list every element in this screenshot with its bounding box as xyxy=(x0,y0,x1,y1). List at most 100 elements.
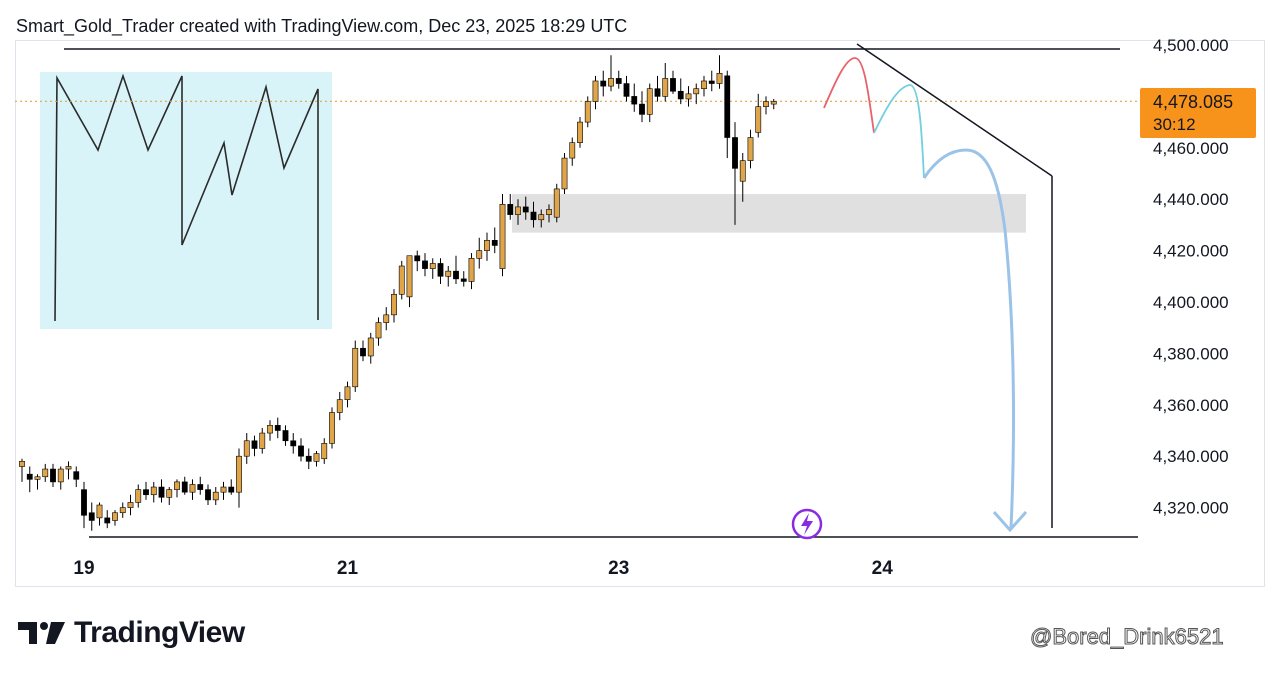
candle-body xyxy=(491,240,498,246)
candle xyxy=(639,91,645,123)
candle xyxy=(88,502,95,531)
candle xyxy=(166,487,173,506)
candle xyxy=(290,433,297,454)
candle-body xyxy=(220,486,227,493)
y-tick-label: 4,380.000 xyxy=(1153,344,1229,363)
candle-body xyxy=(205,489,211,501)
candle xyxy=(484,232,490,261)
candle xyxy=(708,70,715,92)
candle-body xyxy=(181,481,188,493)
candle-body xyxy=(135,489,142,503)
candle xyxy=(724,70,731,159)
candle-body xyxy=(228,486,235,493)
candle xyxy=(259,427,266,454)
candle-body xyxy=(429,263,436,269)
candle-body xyxy=(677,90,684,100)
candle-body xyxy=(670,78,676,92)
chart-header: Smart_Gold_Trader created with TradingVi… xyxy=(16,16,628,36)
candle-body xyxy=(453,270,459,280)
candle-body xyxy=(468,258,475,282)
candle xyxy=(236,448,242,508)
candle-body xyxy=(701,80,707,89)
candle xyxy=(174,479,180,498)
candle xyxy=(453,255,459,285)
candle-body xyxy=(127,502,134,508)
projection-red-path xyxy=(823,57,875,134)
candle-body xyxy=(445,270,452,277)
candle-body xyxy=(739,160,746,182)
candle xyxy=(631,83,638,112)
candle xyxy=(57,466,64,490)
candle xyxy=(716,55,723,89)
candle xyxy=(135,484,142,508)
candle-body xyxy=(437,263,444,277)
candle-body xyxy=(119,507,126,514)
candle xyxy=(26,466,33,493)
candle-body xyxy=(360,347,366,357)
tradingview-logo-icon xyxy=(18,622,65,644)
price-chart[interactable]: 4,500.000 4,460.000 4,440.000 4,420.000 4,40… xyxy=(0,0,1280,600)
candle xyxy=(50,463,56,488)
candle xyxy=(267,420,273,441)
candle xyxy=(282,425,289,446)
candle-body xyxy=(158,486,165,498)
candle xyxy=(476,237,483,269)
candle xyxy=(205,484,211,506)
candle-body xyxy=(422,260,428,269)
candle xyxy=(437,258,444,285)
candle-body xyxy=(569,142,576,159)
candle xyxy=(460,271,467,287)
candle xyxy=(530,201,537,228)
candle-body xyxy=(600,80,607,87)
candle xyxy=(662,62,669,102)
y-tick-label: 4,460.000 xyxy=(1153,139,1229,158)
candle xyxy=(414,250,421,272)
candle-body xyxy=(274,425,281,431)
candle xyxy=(65,461,72,480)
candle xyxy=(468,253,475,290)
candle-body xyxy=(88,512,95,521)
candle-body xyxy=(336,399,343,413)
candle xyxy=(329,407,335,449)
candle-body xyxy=(383,314,390,323)
candle xyxy=(367,332,374,364)
candle xyxy=(81,481,87,529)
y-tick-label: 4,360.000 xyxy=(1153,396,1229,415)
candle-body xyxy=(267,425,273,434)
y-tick-label: 4,420.000 xyxy=(1153,242,1229,261)
lightning-icon[interactable] xyxy=(791,508,823,540)
candle xyxy=(391,289,397,323)
candle-body xyxy=(259,432,266,449)
candle-body xyxy=(321,443,328,460)
candle-body xyxy=(484,240,490,251)
candle-body xyxy=(166,489,173,498)
candle-body xyxy=(112,512,118,521)
candle xyxy=(243,433,250,464)
candle xyxy=(553,183,560,223)
candle-body xyxy=(414,255,421,262)
candle xyxy=(693,83,700,105)
candle-body xyxy=(716,72,723,84)
candle-body xyxy=(96,504,103,519)
candle xyxy=(305,448,312,470)
candle xyxy=(615,70,622,89)
candle xyxy=(670,70,676,94)
candle-body xyxy=(329,412,335,444)
candle xyxy=(515,199,521,225)
candle xyxy=(34,474,41,490)
candle-body xyxy=(546,209,552,215)
candle-body xyxy=(584,101,591,123)
tradingview-logo: TradingView xyxy=(18,616,245,650)
candle xyxy=(491,227,498,254)
candle xyxy=(623,75,630,102)
candle xyxy=(755,93,762,138)
pattern-box xyxy=(40,72,332,329)
candle xyxy=(445,266,452,287)
candle xyxy=(251,435,258,457)
candle-body xyxy=(57,468,64,483)
candle xyxy=(298,438,304,462)
candle-body xyxy=(592,80,599,102)
y-tick-label: 4,500.000 xyxy=(1153,36,1229,55)
demand-zone xyxy=(512,194,1026,233)
candle-body xyxy=(499,204,506,269)
